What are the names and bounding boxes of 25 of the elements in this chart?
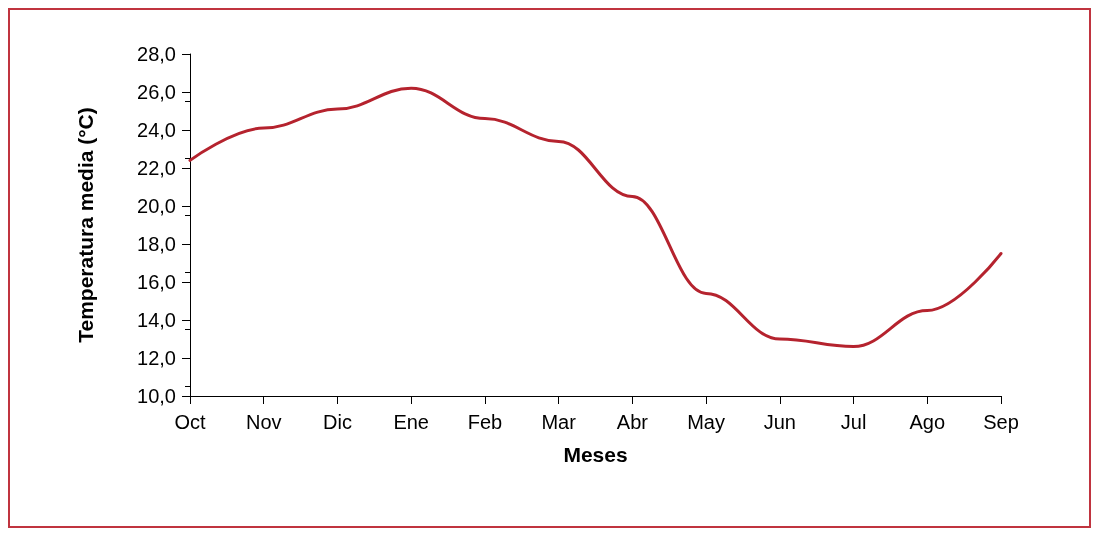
y-tick-label: 28,0 xyxy=(137,43,176,65)
y-tick-label: 10,0 xyxy=(137,385,176,407)
y-axis-title: Temperatura media (°C) xyxy=(74,107,97,343)
x-tick-label: Jun xyxy=(763,411,796,433)
y-tick-label: 18,0 xyxy=(137,233,176,255)
x-axis-title: Meses xyxy=(563,443,628,466)
y-tick-label: 16,0 xyxy=(137,271,176,293)
x-tick-label: Sep xyxy=(983,411,1019,433)
x-tick-label: Abr xyxy=(616,411,649,433)
y-tick-label: 26,0 xyxy=(137,81,176,103)
x-tick-label: Oct xyxy=(174,411,206,433)
x-tick-label: Ago xyxy=(909,411,946,433)
y-tick-label: 20,0 xyxy=(137,195,176,217)
x-tick-label: Ene xyxy=(393,411,429,433)
y-tick-label: 14,0 xyxy=(137,309,176,331)
y-tick-label: 12,0 xyxy=(137,347,176,369)
x-tick-label: Feb xyxy=(467,411,503,433)
y-tick-label: 22,0 xyxy=(137,157,176,179)
x-tick-label: Nov xyxy=(245,411,282,433)
line-series xyxy=(188,86,1003,349)
x-tick-label: May xyxy=(687,411,725,433)
x-tick-label: Dic xyxy=(323,411,352,433)
x-tick-label: Jul xyxy=(840,411,867,433)
x-tick-label: Mar xyxy=(541,411,577,433)
y-tick-label: 24,0 xyxy=(137,119,176,141)
